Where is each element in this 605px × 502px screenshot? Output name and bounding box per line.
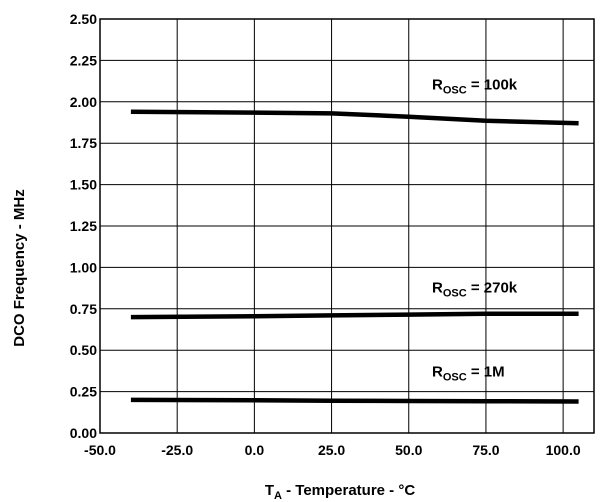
x-tick-label: 75.0 (472, 442, 499, 458)
series-label-subscript: OSC (443, 84, 467, 96)
x-tick-label: 50.0 (395, 442, 422, 458)
series-label-100k: ROSC = 100k (432, 76, 518, 96)
series-line-100k (130, 109, 579, 126)
y-axis-label: DCO Frequency - MHz (11, 189, 28, 347)
y-tick-label: 2.00 (70, 94, 97, 110)
x-tick-label: -50.0 (84, 442, 116, 458)
y-tick-label: 1.00 (70, 259, 97, 275)
y-tick-label: 0.00 (70, 425, 97, 441)
x-axis-label-subscript: A (274, 490, 282, 502)
series-label-prefix: R (432, 364, 443, 381)
x-tick-label: 100.0 (546, 442, 581, 458)
series-line-1m (130, 397, 579, 404)
series-label-subscript: OSC (443, 372, 467, 384)
plot-frame (99, 18, 595, 434)
series-line-270k (130, 311, 579, 320)
series-label-270k: ROSC = 270k (432, 279, 518, 299)
grid-lines (99, 18, 594, 434)
y-tick-label: 0.50 (70, 342, 97, 358)
y-tick-label: 1.25 (70, 218, 97, 234)
series-label-value: = 270k (467, 279, 518, 296)
x-axis-label: TA - Temperature - °C (265, 482, 416, 502)
series-label-value: = 100k (467, 76, 518, 93)
y-tick-label: 0.75 (70, 301, 97, 317)
x-tick-label: 25.0 (318, 442, 345, 458)
x-tick-label: 0.0 (245, 442, 265, 458)
series-label-prefix: R (432, 279, 443, 296)
y-tick-label: 2.25 (70, 52, 97, 68)
series-label-1m: ROSC = 1M (432, 364, 505, 384)
x-axis-label-main: T (265, 482, 274, 499)
y-tick-label: 2.50 (70, 11, 97, 27)
x-tick-labels: -50.0 -25.0 0.0 25.0 50.0 75.0 100.0 (84, 442, 581, 458)
series-label-subscript: OSC (443, 287, 467, 299)
series-label-value: = 1M (467, 364, 505, 381)
x-tick-label: -25.0 (161, 442, 193, 458)
y-tick-label: 1.50 (70, 177, 97, 193)
x-axis-label-rest: - Temperature - °C (282, 482, 415, 499)
y-tick-label: 1.75 (70, 135, 97, 151)
series-lines (130, 109, 579, 404)
y-tick-labels: 0.00 0.25 0.50 0.75 1.00 1.25 1.50 1.75 2.00 2.25… (70, 11, 97, 441)
series-label-prefix: R (432, 76, 443, 93)
y-tick-label: 0.25 (70, 384, 97, 400)
